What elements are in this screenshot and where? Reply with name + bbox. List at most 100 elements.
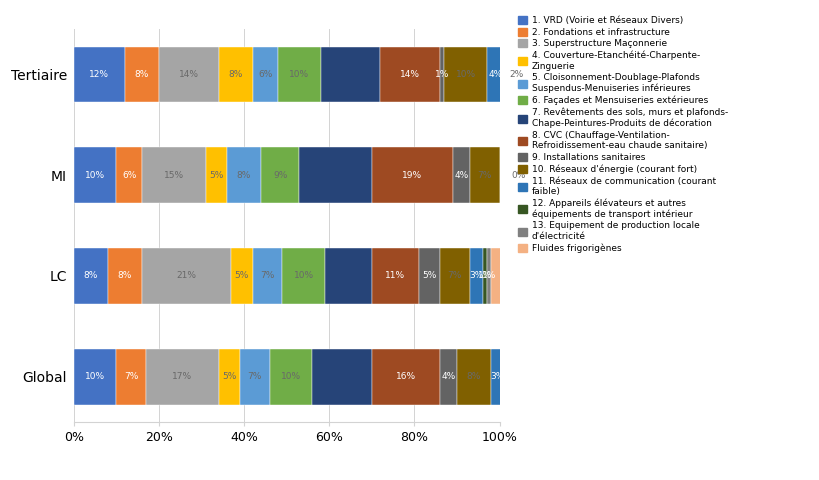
Bar: [252, 47, 278, 102]
Bar: [325, 248, 372, 304]
Text: 10%: 10%: [289, 70, 310, 79]
Text: 8%: 8%: [229, 70, 242, 79]
Text: 5%: 5%: [222, 372, 237, 381]
Bar: [470, 248, 482, 304]
Bar: [444, 47, 486, 102]
Bar: [513, 47, 521, 102]
Bar: [440, 47, 444, 102]
Text: 6%: 6%: [258, 70, 273, 79]
Bar: [372, 349, 440, 405]
Text: 8%: 8%: [467, 372, 482, 381]
Bar: [74, 147, 116, 203]
Text: 0%: 0%: [512, 171, 526, 180]
Bar: [283, 248, 325, 304]
Bar: [504, 47, 508, 102]
Bar: [380, 47, 440, 102]
Bar: [269, 349, 312, 405]
Text: 7%: 7%: [124, 372, 138, 381]
Text: 10%: 10%: [85, 171, 105, 180]
Bar: [74, 47, 124, 102]
Bar: [227, 147, 261, 203]
Text: 3%: 3%: [491, 372, 505, 381]
Bar: [453, 147, 470, 203]
Text: 7%: 7%: [247, 372, 262, 381]
Bar: [517, 147, 521, 203]
Text: 7%: 7%: [260, 272, 274, 280]
Bar: [142, 248, 231, 304]
Bar: [261, 147, 300, 203]
Text: 6%: 6%: [122, 171, 136, 180]
Text: 8%: 8%: [237, 171, 251, 180]
Text: 9%: 9%: [273, 171, 287, 180]
Text: 1%: 1%: [499, 70, 514, 79]
Text: 8%: 8%: [84, 272, 98, 280]
Bar: [142, 147, 206, 203]
Bar: [146, 349, 219, 405]
Bar: [278, 47, 321, 102]
Text: 7%: 7%: [448, 272, 462, 280]
Bar: [440, 349, 457, 405]
Text: 8%: 8%: [134, 70, 149, 79]
Text: 4%: 4%: [488, 70, 502, 79]
Bar: [74, 248, 108, 304]
Text: 11%: 11%: [385, 272, 405, 280]
Bar: [321, 47, 380, 102]
Bar: [206, 147, 227, 203]
Bar: [300, 147, 372, 203]
Bar: [116, 147, 142, 203]
Bar: [500, 147, 517, 203]
Text: 1%: 1%: [482, 272, 496, 280]
Text: 8%: 8%: [118, 272, 132, 280]
Text: 4%: 4%: [501, 171, 515, 180]
Bar: [513, 349, 525, 405]
Text: 7%: 7%: [477, 171, 492, 180]
Text: 5%: 5%: [235, 272, 249, 280]
Text: 14%: 14%: [400, 70, 420, 79]
Text: 12%: 12%: [89, 70, 109, 79]
Text: 5%: 5%: [209, 171, 224, 180]
Bar: [159, 47, 219, 102]
Text: 1%: 1%: [503, 70, 518, 79]
Bar: [372, 147, 453, 203]
Bar: [486, 47, 504, 102]
Text: 4%: 4%: [455, 171, 468, 180]
Bar: [312, 349, 372, 405]
Bar: [491, 349, 504, 405]
Bar: [231, 248, 252, 304]
Bar: [219, 349, 240, 405]
Text: 10%: 10%: [85, 372, 105, 381]
Bar: [486, 248, 491, 304]
Text: 19%: 19%: [402, 171, 423, 180]
Text: 3%: 3%: [469, 272, 483, 280]
Bar: [252, 248, 283, 304]
Bar: [108, 248, 142, 304]
Bar: [124, 47, 159, 102]
Bar: [457, 349, 491, 405]
Text: 10%: 10%: [455, 70, 476, 79]
Bar: [508, 47, 513, 102]
Text: 1%: 1%: [499, 372, 514, 381]
Text: 1%: 1%: [477, 272, 492, 280]
Bar: [116, 349, 146, 405]
Text: 1%: 1%: [503, 372, 518, 381]
Text: 21%: 21%: [177, 272, 197, 280]
Text: 5%: 5%: [422, 272, 437, 280]
Bar: [219, 47, 252, 102]
Text: 17%: 17%: [172, 372, 192, 381]
Text: 4%: 4%: [441, 372, 455, 381]
Bar: [482, 248, 486, 304]
Text: 10%: 10%: [294, 272, 314, 280]
Text: 14%: 14%: [179, 70, 199, 79]
Bar: [240, 349, 269, 405]
Bar: [508, 349, 513, 405]
Text: 16%: 16%: [396, 372, 416, 381]
Bar: [504, 349, 508, 405]
Bar: [419, 248, 440, 304]
Legend: 1. VRD (Voirie et Réseaux Divers), 2. Fondations et infrastructure, 3. Superstru: 1. VRD (Voirie et Réseaux Divers), 2. Fo…: [517, 14, 730, 255]
Bar: [74, 349, 116, 405]
Text: 15%: 15%: [164, 171, 183, 180]
Text: 10%: 10%: [281, 372, 301, 381]
Text: 2%: 2%: [509, 70, 523, 79]
Bar: [491, 248, 504, 304]
Bar: [440, 248, 470, 304]
